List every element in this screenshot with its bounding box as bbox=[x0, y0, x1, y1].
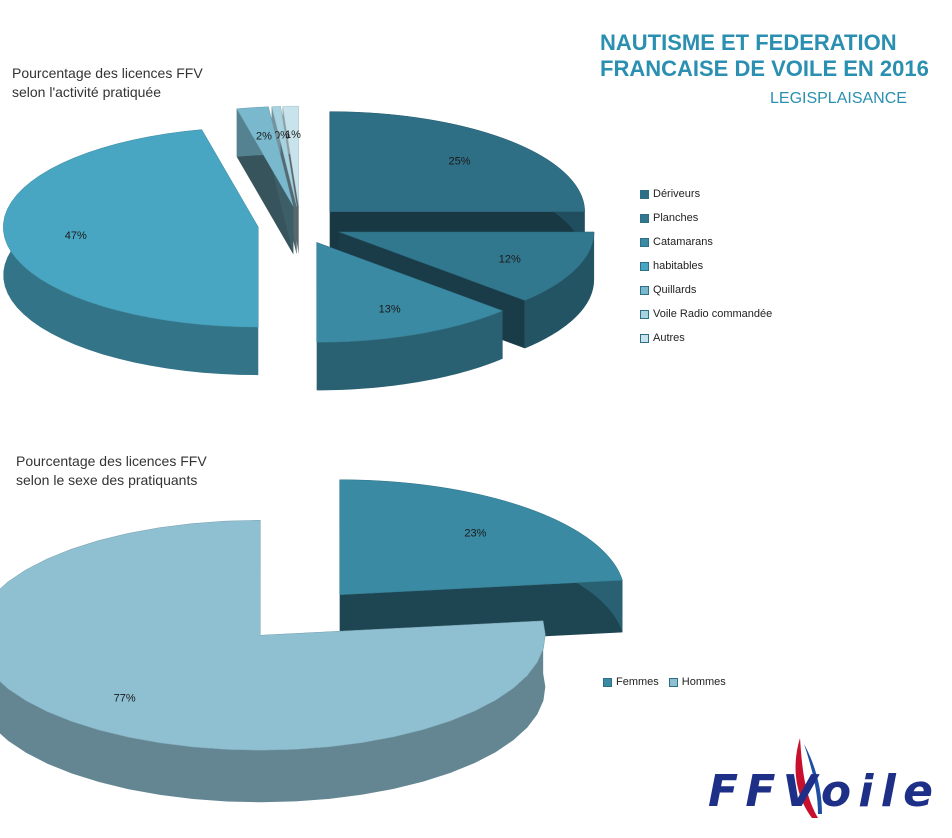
legend-label: Planches bbox=[653, 212, 699, 224]
chart2-title-line-2: selon le sexe des pratiquants bbox=[16, 472, 198, 488]
chart2-caption: Pourcentage des licences FFV selon le se… bbox=[16, 452, 207, 490]
title-line-2: FRANCAISE DE VOILE EN 2016 bbox=[600, 56, 929, 81]
pie-slice-femmes bbox=[339, 479, 623, 647]
legend-item: habitables bbox=[640, 254, 772, 278]
legend-swatch bbox=[640, 237, 649, 247]
legend-swatch bbox=[640, 189, 649, 199]
legend-label: Quillards bbox=[653, 284, 697, 296]
legend-label: Voile Radio commandée bbox=[653, 308, 773, 320]
chart1-caption: Pourcentage des licences FFV selon l'act… bbox=[12, 64, 203, 102]
legend-label: Femmes bbox=[616, 676, 659, 688]
sail-icon bbox=[795, 738, 818, 818]
chart1-title-line-1: Pourcentage des licences FFV bbox=[12, 65, 203, 81]
chart2-title-line-1: Pourcentage des licences FFV bbox=[16, 453, 207, 469]
legend-item: Autres bbox=[640, 326, 772, 350]
svg-text:FFVoile: FFVoile bbox=[708, 766, 933, 817]
data-label: 77% bbox=[114, 692, 136, 704]
data-label: 12% bbox=[499, 253, 521, 265]
legend-item: Hommes bbox=[668, 670, 726, 694]
chart1-title-line-2: selon l'activité pratiquée bbox=[12, 84, 161, 100]
legend-swatch bbox=[640, 285, 649, 295]
legend-label: Autres bbox=[653, 332, 685, 344]
legend-swatch bbox=[640, 213, 649, 223]
title-line-1: NAUTISME ET FEDERATION bbox=[600, 30, 897, 55]
data-label: 47% bbox=[65, 230, 87, 242]
pie-slice-catamarans bbox=[316, 241, 504, 391]
data-label: 1% bbox=[285, 129, 301, 141]
data-label: 2% bbox=[256, 130, 272, 142]
legend-label: Hommes bbox=[681, 676, 726, 688]
ffvoile-logo: FFVoile bbox=[708, 738, 933, 818]
main-title: NAUTISME ET FEDERATION FRANCAISE DE VOIL… bbox=[600, 30, 940, 82]
legend-label: Dériveurs bbox=[653, 188, 701, 200]
activity-legend: Dériveurs Planches Catamarans habitables Qui… bbox=[640, 182, 772, 350]
data-label: 13% bbox=[379, 303, 401, 315]
legend-swatch bbox=[603, 677, 612, 687]
data-label: 23% bbox=[464, 528, 486, 540]
legend-swatch bbox=[668, 677, 678, 687]
legend-item: Planches bbox=[640, 206, 772, 230]
legend-label: habitables bbox=[653, 260, 704, 272]
legend-item: Femmes bbox=[603, 670, 659, 694]
pie-slice-hommes bbox=[0, 519, 546, 803]
legend-label: Catamarans bbox=[653, 236, 713, 248]
legend-item: Voile Radio commandée bbox=[640, 302, 772, 326]
gender-legend: Femmes Hommes bbox=[603, 670, 736, 694]
data-label: 0% bbox=[274, 129, 290, 141]
legend-item: Catamarans bbox=[640, 230, 772, 254]
legend-item: Quillards bbox=[640, 278, 772, 302]
legend-swatch bbox=[640, 309, 649, 319]
data-label: 25% bbox=[449, 156, 471, 168]
legend-swatch bbox=[640, 333, 649, 343]
pie-slice-habitables bbox=[3, 129, 259, 376]
pie-slice-quillards bbox=[236, 106, 294, 255]
subtitle: LEGISPLAISANCE bbox=[770, 90, 907, 107]
legend-item: Dériveurs bbox=[640, 182, 772, 206]
legend-swatch bbox=[640, 261, 649, 271]
